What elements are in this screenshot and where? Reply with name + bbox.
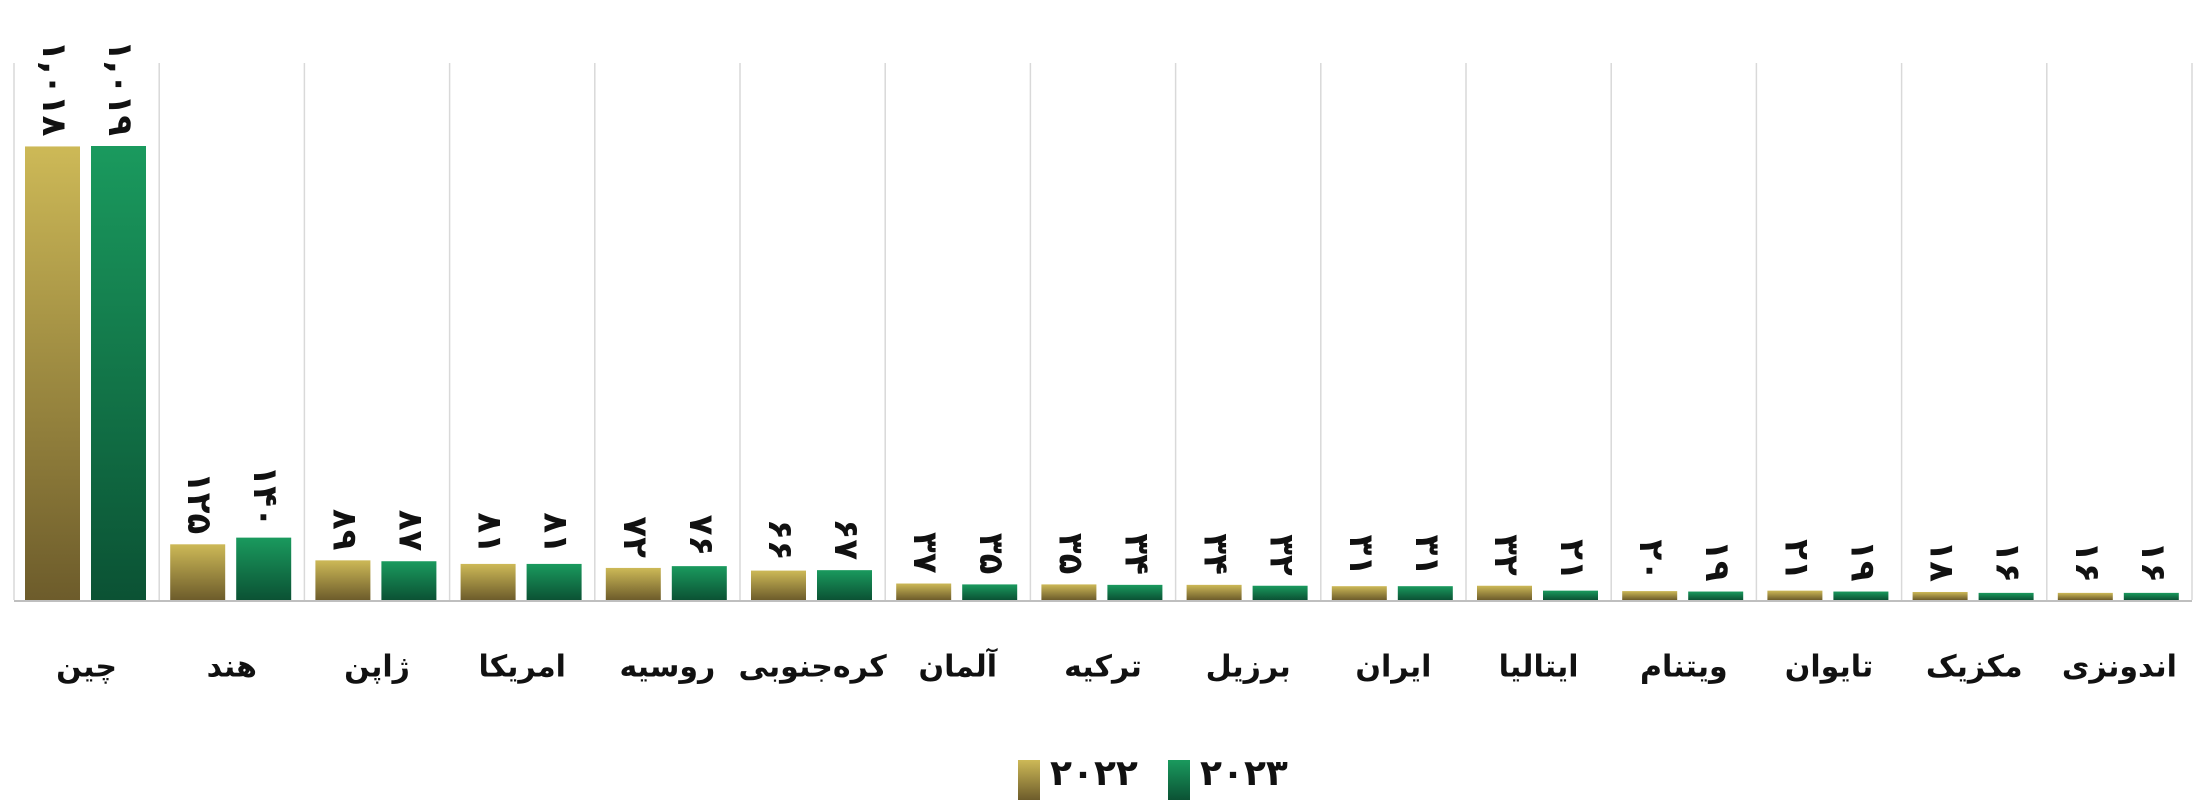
bar <box>1688 591 1744 600</box>
data-label: ۱۶ <box>2133 541 2173 583</box>
bar <box>817 570 872 600</box>
data-label: ۱,۰۱۸ <box>34 41 74 137</box>
data-label: ۶۷ <box>826 519 866 561</box>
x-tick-label: اندونزی <box>2062 650 2177 685</box>
x-tick-label: هند <box>207 650 257 685</box>
data-label: ۱۸ <box>1922 540 1962 582</box>
x-tick-label: مکزیک <box>1926 650 2023 685</box>
data-label: ۸۷ <box>390 510 430 552</box>
legend-swatch <box>1018 760 1040 800</box>
x-tick-label: آلمان <box>919 648 998 685</box>
x-tick-label: امریکا <box>478 650 566 685</box>
data-label: ۳۷ <box>905 532 945 574</box>
bar <box>236 537 292 600</box>
data-label: ۳۲ <box>1262 534 1302 576</box>
data-label: ۲۱ <box>1552 539 1592 581</box>
data-label: ۷۲ <box>615 516 655 558</box>
data-label: ۳۵ <box>971 533 1011 575</box>
bar <box>381 561 437 600</box>
x-tick-label: تایوان <box>1785 650 1874 685</box>
bar <box>1978 592 2034 600</box>
bar <box>315 560 371 600</box>
x-tick-label: ترکیه <box>1064 650 1142 685</box>
data-label: ۶۶ <box>760 519 800 561</box>
x-tick-label: ویتنام <box>1640 650 1728 685</box>
x-tick-label: برزیل <box>1206 650 1291 685</box>
bar <box>25 146 80 600</box>
bar <box>2057 592 2113 600</box>
bar <box>170 544 226 600</box>
bar <box>1186 584 1242 600</box>
bar <box>605 567 661 600</box>
bar <box>1543 590 1598 600</box>
bar <box>751 570 806 600</box>
data-label: ۳۴ <box>1196 533 1236 575</box>
data-label: ۳۴ <box>1116 533 1156 575</box>
bar <box>896 583 952 600</box>
bar <box>1833 591 1889 600</box>
bar <box>526 563 582 600</box>
data-label: ۸۱ <box>536 512 576 554</box>
x-tick-label: چین <box>56 650 117 685</box>
data-label: ۳۱ <box>1407 535 1447 577</box>
data-label: ۷۶ <box>681 515 721 557</box>
bar <box>1331 586 1387 600</box>
data-label: ۳۲ <box>1486 534 1526 576</box>
bar <box>2123 592 2179 600</box>
bar <box>1107 584 1163 600</box>
bar <box>962 584 1018 600</box>
data-label: ۱۲۵ <box>179 472 219 534</box>
x-tick-label: ژاپن <box>344 650 410 685</box>
x-tick-label: ایتالیا <box>1499 650 1579 685</box>
legend-swatch <box>1168 760 1190 800</box>
data-label: ۳۱ <box>1341 535 1381 577</box>
data-label: ۳۵ <box>1050 533 1090 575</box>
data-label: ۲۰ <box>1631 540 1671 582</box>
bar <box>1477 585 1532 600</box>
data-label: ۱۶ <box>1988 541 2028 583</box>
legend-label: ۲۰۲۳ <box>1200 753 1288 794</box>
bar <box>1622 591 1678 600</box>
x-tick-label: کره‌جنوبی <box>739 650 888 685</box>
data-label: ۱۶ <box>2067 541 2107 583</box>
legend-label: ۲۰۲۲ <box>1050 753 1138 794</box>
bar <box>1767 590 1823 600</box>
data-label: ۱۹ <box>1697 540 1737 582</box>
bar <box>1041 584 1097 600</box>
data-label: ۲۱ <box>1776 539 1816 581</box>
bar <box>1252 585 1308 600</box>
x-tick-label: ایران <box>1355 650 1431 685</box>
data-label: ۱۴۰ <box>245 465 285 527</box>
bar <box>671 566 727 600</box>
bar <box>1397 586 1453 600</box>
data-label: ۸۱ <box>470 512 510 554</box>
x-tick-label: روسیه <box>619 650 715 685</box>
data-label: ۱,۰۱۹ <box>100 40 140 136</box>
bar <box>1912 591 1968 600</box>
data-label: ۸۹ <box>324 509 364 551</box>
bar <box>460 563 516 600</box>
bar <box>91 146 146 600</box>
data-label: ۱۹ <box>1842 540 1882 582</box>
